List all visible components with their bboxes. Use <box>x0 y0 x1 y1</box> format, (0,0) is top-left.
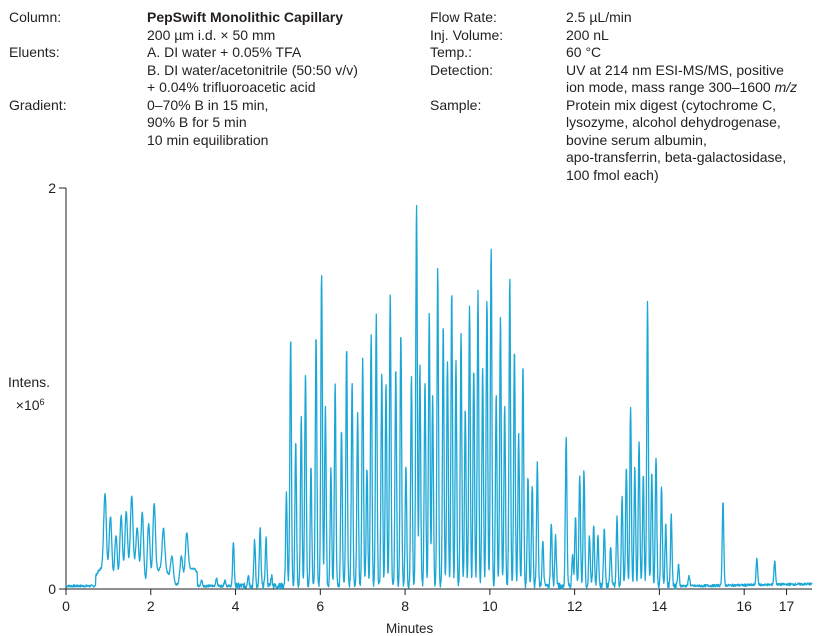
conditions-values-left: PepSwift Monolithic Capillary 200 µm i.d… <box>147 9 358 149</box>
sample-label: Sample: <box>430 96 482 113</box>
y-axis-unit: ×106 <box>15 397 45 413</box>
sample-line-5: 100 fmol each) <box>566 166 659 183</box>
flow-rate-value: 2.5 µL/min <box>566 9 632 25</box>
detection-label: Detection: <box>430 61 494 78</box>
y-axis-title: Intens. ×106 <box>8 372 50 415</box>
inj-volume-label: Inj. Volume: <box>430 26 504 43</box>
x-tick-label: 0 <box>62 598 70 614</box>
y-tick-label: 0 <box>48 581 56 597</box>
inj-volume-value: 200 nL <box>566 26 609 43</box>
sample-line-2: lysozyme, alcohol dehydrogenase, <box>566 114 781 130</box>
y-axis-label: Intens. <box>8 374 51 390</box>
chromatogram-trace <box>65 204 813 590</box>
y-tick-label: 2 <box>48 180 56 196</box>
column-name: PepSwift Monolithic Capillary <box>147 9 344 25</box>
flow-rate-label: Flow Rate: <box>430 9 497 25</box>
eluent-a: A. DI water + 0.05% TFA <box>147 44 302 60</box>
x-tick-label: 6 <box>316 598 324 614</box>
mz-unit: m/z <box>774 79 798 95</box>
sample-line-3: bovine serum albumin, <box>566 131 707 148</box>
conditions-labels-right: Flow Rate: Inj. Volume: Temp.: Detection… <box>430 9 503 114</box>
x-tick-label: 14 <box>652 598 668 614</box>
x-axis-label: Minutes <box>386 621 434 636</box>
y-ticks: 02 <box>48 180 66 597</box>
conditions-labels-left: Column: Eluents: Gradient: <box>9 9 67 114</box>
x-ticks: 0 2 4 6 8 10 12 14 16 17 <box>62 589 795 614</box>
x-tick-label: 17 <box>779 598 795 614</box>
x-tick-label: 16 <box>736 598 752 614</box>
column-label: Column: <box>9 9 62 25</box>
gradient-step-2: 90% B for 5 min <box>147 114 247 130</box>
column-dims: 200 µm i.d. × 50 mm <box>147 26 276 43</box>
x-tick-label: 2 <box>147 598 155 614</box>
sample-line-1: Protein mix digest (cytochrome C, <box>566 96 777 113</box>
detection-line-1: UV at 214 nm ESI-MS/MS, positive <box>566 61 784 78</box>
temp-label: Temp.: <box>430 44 473 60</box>
gradient-label: Gradient: <box>9 96 67 113</box>
x-tick-label: 8 <box>401 598 409 614</box>
eluent-b-additive: + 0.04% trifluoroacetic acid <box>147 79 316 95</box>
eluent-b: B. DI water/acetonitrile (50:50 v/v) <box>147 61 358 78</box>
sample-line-4: apo-transferrin, beta-galactosidase, <box>566 149 787 165</box>
temp-value: 60 °C <box>566 44 602 60</box>
x-tick-label: 4 <box>232 598 240 614</box>
conditions-values-right: 2.5 µL/min 200 nL 60 °C UV at 214 nm ESI… <box>566 9 797 184</box>
gradient-step-1: 0–70% B in 15 min, <box>147 96 269 113</box>
x-tick-label: 10 <box>482 598 498 614</box>
gradient-step-3: 10 min equilibration <box>147 131 269 148</box>
x-tick-label: 12 <box>567 598 583 614</box>
detection-line-2: ion mode, mass range 300–1600 m/z <box>566 79 798 95</box>
eluents-label: Eluents: <box>9 44 60 60</box>
